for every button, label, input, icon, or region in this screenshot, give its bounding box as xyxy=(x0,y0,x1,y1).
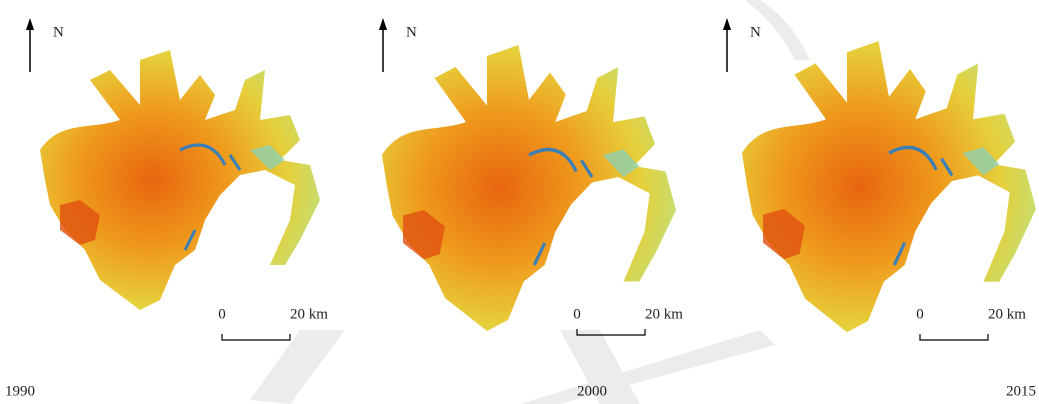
north-label: N xyxy=(53,24,64,40)
year-label: 2000 xyxy=(577,383,607,399)
year-label: 1990 xyxy=(5,383,35,399)
map-1990 xyxy=(40,50,320,310)
figure: N 0 20 km 1990 N 0 20 km 2000 N 0 20 km 2015 xyxy=(0,0,1039,404)
scale-start: 0 xyxy=(218,306,226,322)
north-label: N xyxy=(406,24,417,40)
north-arrow-head xyxy=(723,18,731,30)
scale-end: 20 km xyxy=(290,306,328,322)
map-2000 xyxy=(382,45,676,331)
scale-start: 0 xyxy=(916,306,924,322)
scale-end: 20 km xyxy=(645,306,683,322)
scale-end: 20 km xyxy=(988,306,1026,322)
north-arrow-head xyxy=(26,18,34,30)
scale-start: 0 xyxy=(573,306,581,322)
north-arrow-head xyxy=(379,18,387,30)
scale-bar xyxy=(222,334,290,340)
north-label: N xyxy=(750,24,761,40)
map-2015 xyxy=(742,41,1036,332)
year-label: 2015 xyxy=(1006,383,1036,399)
scale-bar xyxy=(920,334,988,340)
